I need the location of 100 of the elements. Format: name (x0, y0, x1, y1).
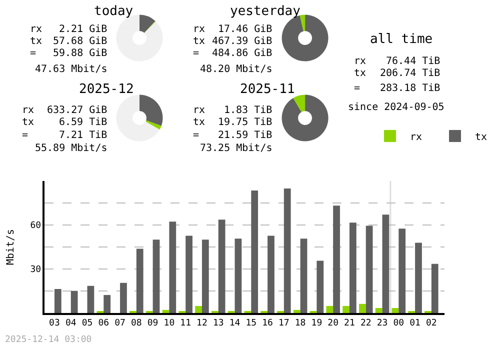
donut-slice (300, 14, 306, 32)
text: rx (30, 24, 42, 35)
text: 484.86 GiB (212, 48, 272, 59)
bar (234, 238, 242, 313)
legend-label: rx (410, 132, 422, 143)
x-tick-label: 14 (229, 318, 240, 329)
bar (375, 308, 382, 313)
bar (218, 220, 226, 313)
text: all time (370, 32, 433, 47)
text: rx (193, 105, 206, 116)
bar (104, 294, 111, 313)
bar (169, 222, 176, 313)
text: rx (354, 56, 366, 67)
y-tick-label: 60 (30, 221, 42, 232)
text: = (193, 48, 200, 59)
x-tick-label: 20 (328, 318, 339, 329)
x-tick-label: 11 (180, 318, 192, 329)
text: 76.44 TiB (386, 56, 440, 67)
text: 633.27 GiB (47, 105, 108, 116)
x-tick-label: 15 (246, 318, 257, 329)
text: = (30, 48, 36, 59)
bar (398, 228, 406, 313)
text: 55.89 Mbit/s (35, 143, 108, 154)
bar (300, 238, 308, 313)
text: 73.25 Mbit/s (200, 143, 272, 154)
text: 59.88 GiB (53, 48, 108, 59)
x-tick-label: 12 (196, 318, 208, 329)
text: tx (30, 36, 42, 47)
text: 7.21 TiB (59, 130, 108, 141)
text: tx (22, 117, 34, 128)
bar (136, 248, 144, 313)
text: = (22, 130, 28, 141)
donut-slice (116, 94, 160, 142)
donut-slice (293, 94, 306, 112)
donut-slice (140, 14, 156, 33)
text: rx (193, 24, 206, 35)
bar (268, 236, 274, 313)
chart-title: yesterday (230, 4, 301, 19)
bar (87, 286, 94, 313)
x-tick-label: 23 (376, 318, 388, 329)
x-tick-label: 22 (360, 318, 372, 329)
text: 17.46 GiB (218, 24, 272, 35)
bar (120, 282, 127, 313)
bar (202, 240, 209, 313)
donut-slice (146, 120, 162, 130)
bar (366, 226, 373, 313)
text: 2.21 GiB (59, 24, 108, 35)
bar (349, 222, 356, 313)
bar (392, 308, 399, 313)
bar (342, 306, 350, 313)
bar (284, 188, 291, 313)
x-tick-label: 13 (212, 318, 224, 329)
x-tick-label: 03 (49, 318, 60, 329)
donut-slice (282, 94, 328, 142)
text: = (354, 83, 360, 94)
text: 2025-12-14 03:00 (5, 335, 92, 345)
x-tick-label: 08 (131, 318, 142, 329)
bar (293, 310, 300, 313)
x-tick-label: 21 (344, 318, 355, 329)
x-tick-label: 05 (82, 318, 93, 329)
bar (54, 288, 62, 313)
text: 48.20 Mbit/s (200, 64, 272, 75)
x-tick-label: 16 (262, 318, 273, 329)
text: tx (354, 68, 366, 79)
bar (70, 290, 78, 313)
x-tick-label: 10 (164, 318, 175, 329)
donut-slice (140, 94, 163, 126)
x-tick-label: 01 (410, 318, 420, 329)
text: 1.83 TiB (224, 105, 272, 116)
bar (162, 310, 170, 313)
x-tick-label: 19 (311, 318, 322, 329)
text: 47.63 Mbit/s (35, 64, 108, 75)
text: 19.75 TiB (218, 117, 272, 128)
bar (431, 264, 438, 313)
bar (186, 236, 192, 313)
y-axis-title: Mbit/s (6, 228, 17, 266)
bar (251, 190, 258, 313)
x-tick-label: 00 (393, 318, 404, 329)
text: 467.39 GiB (212, 36, 272, 47)
text: tx (193, 36, 206, 47)
chart-title: 2025-12 (79, 82, 134, 97)
chart-title: today (94, 4, 134, 19)
x-tick-label: 17 (278, 318, 290, 329)
donut-slice (144, 20, 156, 34)
bar (326, 306, 334, 313)
text: tx (193, 117, 206, 128)
x-tick-label: 04 (65, 318, 76, 329)
chart-title: 2025-11 (240, 82, 295, 97)
text: 57.68 GiB (53, 36, 108, 47)
text: rx (22, 105, 34, 116)
bar (415, 242, 422, 313)
x-tick-label: 02 (426, 318, 437, 329)
text: since 2024-09-05 (348, 102, 444, 113)
y-tick-label: 30 (30, 265, 42, 276)
text: = (193, 130, 200, 141)
x-tick-label: 06 (98, 318, 110, 329)
bar (382, 214, 390, 313)
x-tick-label: 09 (147, 318, 158, 329)
x-tick-label: 18 (294, 318, 306, 329)
bar (333, 206, 340, 313)
